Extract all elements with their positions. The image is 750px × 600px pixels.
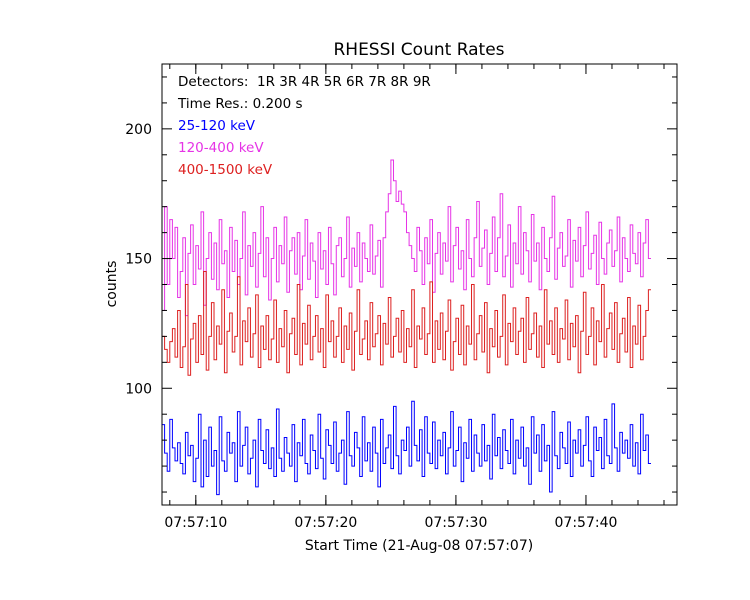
annotation-time-res: Time Res.: 0.200 s <box>177 96 303 112</box>
x-tick-label: 07:57:20 <box>294 515 357 531</box>
x-tick-label: 07:57:40 <box>555 515 618 531</box>
y-tick-label: 150 <box>125 252 152 268</box>
y-tick-label: 100 <box>125 381 152 397</box>
legend-entry-25-120: 25-120 keV <box>178 118 256 134</box>
series-layer <box>162 159 651 496</box>
legend-entry-400-1500: 400-1500 keV <box>178 162 273 178</box>
tick-layer: 100 150 200 07:57:10 07:57:20 07:57:30 07:57:4… <box>125 64 677 531</box>
chart-title: RHESSI Count Rates <box>333 40 504 60</box>
x-tick-label: 07:57:10 <box>164 515 227 531</box>
series-line-120-400-kev <box>162 159 651 317</box>
series-line-400-1500-kev <box>162 271 651 376</box>
annotation-detectors: Detectors: 1R 3R 4R 5R 6R 7R 8R 9R <box>178 74 431 90</box>
series-line-25-120-kev <box>162 400 651 496</box>
legend-entry-120-400: 120-400 keV <box>178 140 264 156</box>
y-tick-label: 200 <box>125 122 152 138</box>
x-tick-label: 07:57:30 <box>424 515 487 531</box>
y-axis-label: counts <box>104 261 120 308</box>
x-axis-label: Start Time (21-Aug-08 07:57:07) <box>305 538 533 554</box>
